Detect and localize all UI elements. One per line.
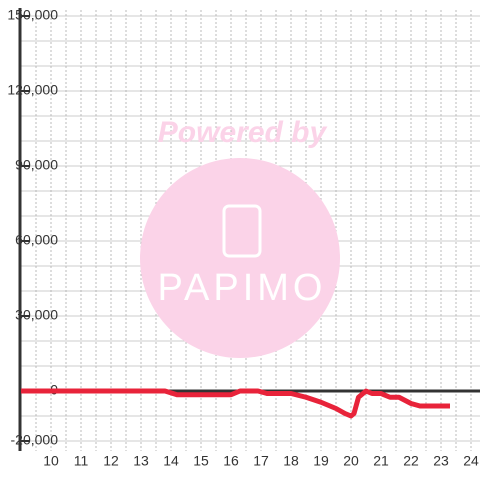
- x-tick-label: 21: [373, 453, 389, 469]
- x-tick-label: 23: [433, 453, 449, 469]
- y-tick-label: 60,000: [15, 232, 58, 248]
- x-tick-label: 10: [43, 453, 59, 469]
- x-tick-label: 13: [133, 453, 149, 469]
- x-tick-label: 24: [463, 453, 479, 469]
- x-tick-label: 22: [403, 453, 419, 469]
- x-tick-label: 16: [223, 453, 239, 469]
- y-tick-label: 150,000: [7, 7, 58, 23]
- x-tick-label: 14: [163, 453, 179, 469]
- phone-icon: [222, 204, 262, 258]
- watermark-logo: PAPIMO: [158, 267, 327, 309]
- x-tick-label: 17: [253, 453, 269, 469]
- watermark: Powered by PAPIMO: [140, 116, 340, 358]
- x-tick-label: 12: [103, 453, 119, 469]
- line: [21, 388, 450, 419]
- watermark-circle: [140, 158, 340, 358]
- y-tick-label: -20,000: [11, 432, 59, 448]
- y-tick-label: 30,000: [15, 307, 58, 323]
- x-tick-label: 18: [283, 453, 299, 469]
- x-tick-label: 11: [74, 453, 89, 469]
- x-tick-label: 15: [193, 453, 209, 469]
- y-tick-label: 120,000: [7, 82, 58, 98]
- watermark-text: Powered by: [158, 116, 328, 149]
- x-tick-label: 19: [313, 453, 329, 469]
- x-tick-label: 20: [343, 453, 359, 469]
- y-tick-label: 90,000: [15, 157, 58, 173]
